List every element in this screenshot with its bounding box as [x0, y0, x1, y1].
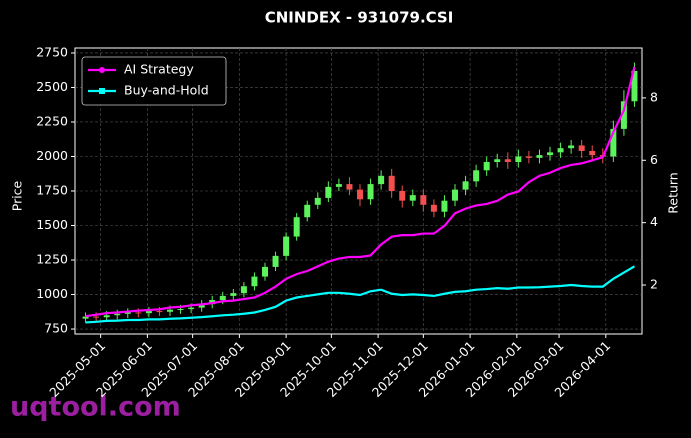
candle-body	[473, 170, 480, 182]
candle-body	[156, 311, 163, 313]
candle-body	[240, 286, 247, 294]
candle-body	[335, 184, 342, 187]
y2-tick-label: 6	[650, 152, 658, 167]
y2-tick-label: 2	[650, 277, 658, 292]
watermark: uqtool.com	[10, 392, 181, 423]
y-tick-label: 1250	[36, 252, 68, 267]
candle-body	[483, 162, 490, 171]
candle-body	[631, 70, 638, 102]
candle-body	[251, 276, 258, 287]
candle-body	[610, 128, 617, 157]
y-tick-label: 750	[44, 321, 68, 336]
candle-body	[420, 195, 427, 205]
candle-body	[452, 189, 459, 201]
candle-body	[262, 266, 269, 277]
candle-body	[82, 316, 89, 319]
chart-title: CNINDEX - 931079.CSI	[265, 9, 454, 27]
legend-marker	[99, 67, 105, 73]
candle-body	[568, 145, 575, 149]
candle-body	[293, 217, 300, 237]
candle-body	[135, 312, 142, 314]
y-tick-label: 2750	[36, 44, 68, 59]
candle-body	[145, 311, 152, 314]
candle-body	[536, 155, 543, 158]
legend-label: AI Strategy	[124, 62, 194, 77]
y2-tick-label: 4	[650, 214, 658, 229]
y-axis-label: Price	[10, 180, 25, 211]
candle-body	[230, 293, 237, 296]
y-tick-label: 2000	[36, 148, 68, 163]
candle-body	[462, 181, 469, 190]
candle-body	[124, 312, 131, 314]
candle-body	[515, 156, 522, 163]
candle-body	[357, 189, 364, 200]
candle-body	[219, 295, 226, 301]
candle-body	[589, 150, 596, 156]
candle-body	[388, 175, 395, 191]
candle-body	[525, 156, 532, 158]
y2-axis-label: Return	[666, 172, 681, 213]
y-tick-label: 2500	[36, 79, 68, 94]
candle-body	[409, 195, 416, 201]
candle-body	[103, 315, 110, 318]
candle-body	[578, 145, 585, 151]
candle-body	[346, 184, 353, 190]
candle-body	[188, 307, 195, 310]
legend-label: Buy-and-Hold	[124, 83, 209, 98]
candle-body	[93, 316, 100, 318]
candle-body	[430, 204, 437, 212]
candle-body	[620, 101, 627, 129]
return-line	[85, 265, 636, 324]
y-tick-label: 2250	[36, 113, 68, 128]
candle-body	[557, 148, 564, 153]
candle-body	[304, 204, 311, 218]
candle-body	[494, 159, 501, 163]
candle-body	[367, 184, 374, 200]
candle-body	[504, 159, 511, 163]
candle-body	[167, 309, 174, 312]
candle-body	[399, 191, 406, 201]
candle-body	[272, 255, 279, 267]
candle-body	[325, 186, 332, 198]
legend-marker	[99, 88, 105, 94]
candle-body	[441, 200, 448, 212]
return-line	[85, 66, 636, 318]
legend-box	[81, 56, 227, 106]
y-tick-label: 1750	[36, 183, 68, 198]
candle-body	[378, 175, 385, 185]
candle-body	[547, 152, 554, 156]
candle-body	[114, 313, 121, 316]
candle-body	[314, 197, 321, 205]
y-tick-label: 1500	[36, 217, 68, 232]
candle-body	[177, 309, 184, 311]
y-tick-label: 1000	[36, 286, 68, 301]
candle-body	[283, 236, 290, 256]
candle-body	[198, 304, 205, 308]
y2-tick-label: 8	[650, 89, 658, 104]
